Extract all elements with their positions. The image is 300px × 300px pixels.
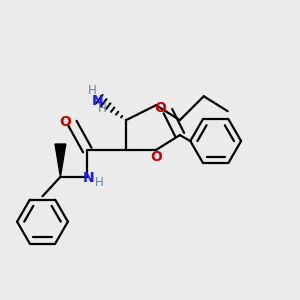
Text: O: O xyxy=(151,150,163,164)
Text: O: O xyxy=(154,101,166,115)
Text: N: N xyxy=(92,94,103,108)
Text: H: H xyxy=(95,176,103,189)
Text: H: H xyxy=(98,102,106,115)
Text: O: O xyxy=(59,115,71,129)
Polygon shape xyxy=(55,144,66,177)
Text: H: H xyxy=(87,84,96,97)
Text: N: N xyxy=(83,171,94,185)
